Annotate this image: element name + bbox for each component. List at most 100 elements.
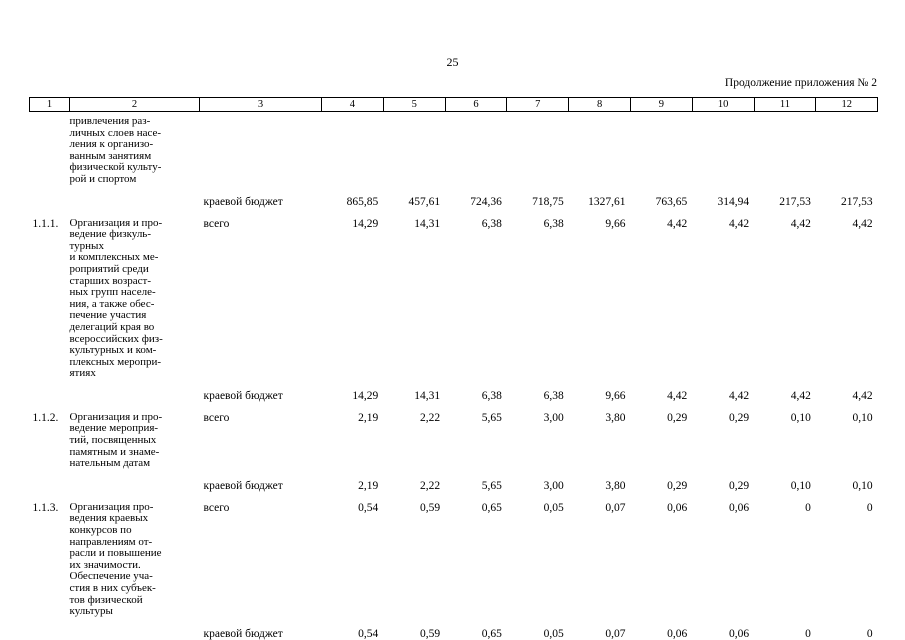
description-cell: Организация и про- ведение физкуль- турн…	[69, 216, 163, 380]
value-cell: 0,06	[667, 501, 688, 514]
table-row: привлечения раз- личных слоев насе- лени…	[30, 112, 878, 186]
value-cell: 2,22	[419, 411, 441, 424]
value-cell: 3,00	[543, 411, 564, 424]
value-cell: 4,42	[667, 389, 688, 402]
table-header-row: 1 2 3 4 5 6 7 8 9 10 11 12	[29, 97, 879, 112]
table-row: краевой бюджет 865,85 457,61 724,36 718,75 13…	[30, 186, 878, 208]
value-cell: 0,65	[481, 627, 502, 640]
value-cell	[507, 112, 569, 186]
item-number-cell	[30, 112, 70, 186]
value-cell: 314,94	[717, 195, 750, 208]
budget-source-cell: краевой бюджет	[203, 389, 283, 402]
value-cell	[322, 112, 384, 186]
value-cell: 0,29	[728, 411, 750, 424]
budget-source-cell	[200, 112, 322, 186]
budget-source-cell: всего	[203, 411, 230, 424]
value-cell: 0,06	[667, 627, 688, 640]
table-row: краевой бюджет 14,29 14,31 6,38 6,38 9,66 4,42…	[30, 380, 878, 402]
value-cell	[569, 112, 631, 186]
value-cell: 0,10	[852, 411, 873, 424]
value-cell: 0	[866, 501, 873, 514]
value-cell: 4,42	[790, 217, 811, 230]
description-cell: привлечения раз- личных слоев насе- лени…	[69, 115, 162, 185]
description-cell: Организация про- ведения краевых конкурс…	[69, 500, 162, 618]
column-number-header: 6	[444, 97, 508, 112]
value-cell: 0,29	[667, 411, 688, 424]
value-cell: 5,65	[481, 479, 502, 492]
value-cell: 4,42	[728, 217, 750, 230]
table-row: 1.1.2. Организация и про- ведение меропри…	[30, 402, 878, 470]
column-number-header: 3	[199, 97, 322, 112]
value-cell: 0,29	[667, 479, 688, 492]
value-cell: 3,00	[543, 479, 564, 492]
value-cell: 0,29	[728, 479, 750, 492]
value-cell: 724,36	[470, 195, 502, 208]
item-number-cell	[30, 618, 70, 640]
column-number-header: 8	[568, 97, 631, 112]
value-cell: 0	[866, 627, 873, 640]
column-number-header: 2	[69, 97, 200, 112]
item-number-cell	[30, 186, 70, 208]
value-cell: 0,65	[481, 501, 502, 514]
value-cell: 0	[805, 501, 811, 514]
value-cell: 14,29	[352, 389, 379, 402]
value-cell: 0,07	[605, 627, 626, 640]
value-cell: 0,10	[852, 479, 873, 492]
budget-source-cell: всего	[203, 217, 230, 230]
budget-source-cell: краевой бюджет	[203, 627, 283, 640]
value-cell: 0,54	[358, 627, 379, 640]
value-cell: 3,80	[605, 479, 626, 492]
description-cell	[70, 380, 200, 402]
value-cell: 2,22	[419, 479, 441, 492]
value-cell	[445, 112, 507, 186]
value-cell: 4,42	[728, 389, 750, 402]
column-number-header: 1	[29, 97, 70, 112]
value-cell: 0,06	[728, 501, 750, 514]
value-cell: 0,07	[605, 501, 626, 514]
value-cell: 6,38	[481, 389, 502, 402]
value-cell: 0,10	[790, 479, 811, 492]
description-cell	[70, 186, 200, 208]
value-cell: 763,65	[655, 195, 688, 208]
budget-source-cell: краевой бюджет	[203, 195, 283, 208]
value-cell: 14,31	[414, 217, 441, 230]
value-cell	[754, 112, 816, 186]
value-cell: 3,80	[605, 411, 626, 424]
item-number-cell: 1.1.1.	[32, 217, 59, 230]
item-number-cell: 1.1.2.	[32, 411, 59, 424]
value-cell	[816, 112, 878, 186]
value-cell: 865,85	[346, 195, 379, 208]
column-number-header: 12	[815, 97, 879, 112]
value-cell: 718,75	[532, 195, 564, 208]
value-cell: 0,10	[790, 411, 811, 424]
value-cell: 9,66	[605, 217, 626, 230]
value-cell	[383, 112, 445, 186]
budget-source-cell: краевой бюджет	[203, 479, 283, 492]
appendix-continuation-note: Продолжение приложения № 2	[724, 77, 877, 89]
description-cell: Организация и про- ведение мероприя- тий…	[69, 410, 163, 470]
table-row: 1.1.3. Организация про- ведения краевых к…	[30, 492, 878, 618]
value-cell: 1327,61	[588, 195, 626, 208]
item-number-cell: 1.1.3.	[32, 501, 59, 514]
value-cell	[692, 112, 754, 186]
value-cell: 6,38	[543, 389, 564, 402]
value-cell: 217,53	[841, 195, 873, 208]
column-number-header: 5	[382, 97, 446, 112]
column-number-header: 4	[321, 97, 384, 112]
value-cell: 4,42	[852, 389, 873, 402]
value-cell: 457,61	[408, 195, 441, 208]
item-number-cell	[30, 470, 70, 492]
value-cell: 4,42	[790, 389, 811, 402]
item-number-cell	[30, 380, 70, 402]
value-cell: 4,42	[667, 217, 688, 230]
value-cell: 5,65	[481, 411, 502, 424]
appendix-table: 1 2 3 4 5 6 7 8 9 10 11 12 привлечения раз- личных …	[29, 97, 879, 640]
table-row: краевой бюджет 0,54 0,59 0,65 0,05 0,07 0,06 0,…	[30, 618, 878, 640]
table-row: краевой бюджет 2,19 2,22 5,65 3,00 3,80 0,29 0,…	[30, 470, 878, 492]
value-cell: 6,38	[543, 217, 564, 230]
column-number-header: 10	[691, 97, 755, 112]
value-cell: 0,05	[543, 627, 564, 640]
value-cell: 0,05	[543, 501, 564, 514]
value-cell: 0	[805, 627, 811, 640]
value-cell: 0,59	[419, 627, 441, 640]
